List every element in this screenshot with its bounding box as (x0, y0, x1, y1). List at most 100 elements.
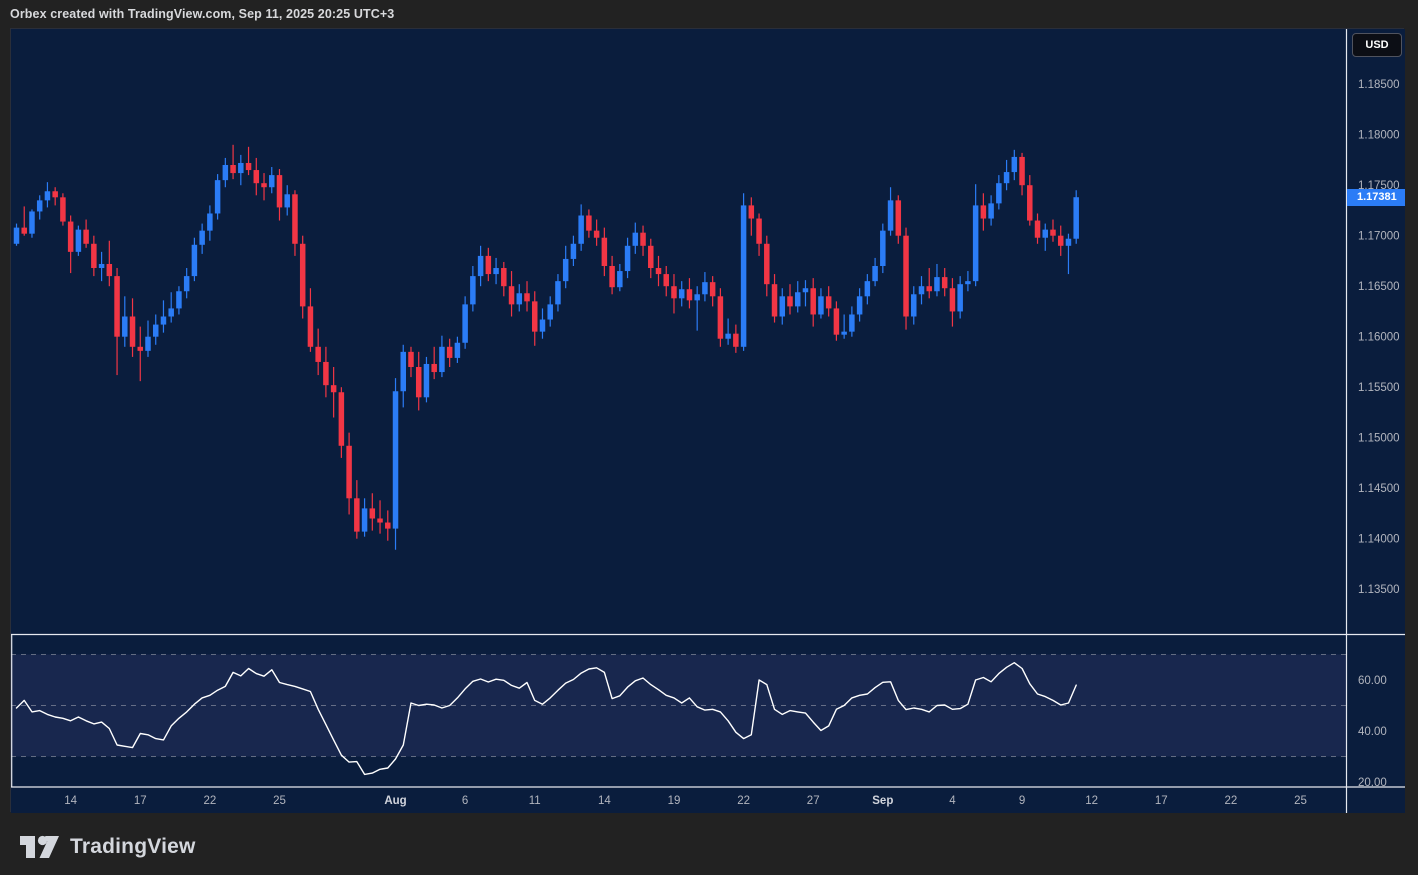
candle-body (183, 276, 190, 292)
candle-body (330, 385, 337, 393)
candle-body (1057, 235, 1064, 246)
candle-body (385, 522, 391, 529)
candle-body (477, 255, 484, 277)
candle-body (354, 498, 360, 532)
candle-body (825, 296, 832, 309)
candle-body (794, 292, 801, 307)
time-tick-label: 12 (1085, 795, 1098, 807)
brand-name[interactable]: TradingView (70, 835, 196, 858)
candle-body (222, 165, 229, 181)
price-tick-label: 1.16500 (1358, 281, 1400, 293)
candle-body (191, 244, 198, 277)
candle-body (230, 165, 236, 174)
candle-body (717, 296, 724, 339)
candle-body (276, 175, 283, 208)
candle-body (238, 162, 244, 174)
price-scale-labels: 1.185001.180001.175001.170001.165001.160… (1358, 79, 1400, 596)
footer: TradingView (18, 827, 196, 867)
candle-body (1073, 197, 1079, 239)
candle-body (524, 293, 530, 302)
candle-body (245, 162, 252, 171)
candle-body (957, 284, 963, 312)
candle-body (617, 271, 623, 288)
candle-body (1034, 220, 1041, 238)
candle-body (323, 361, 329, 386)
time-tick-label: 9 (1019, 795, 1025, 807)
candle-body (1050, 229, 1056, 236)
chart-svg[interactable]: 60.0040.0020.001.185001.180001.175001.17… (11, 29, 1405, 813)
candle-body (941, 277, 948, 289)
candle-body (214, 180, 221, 214)
candle-body (864, 281, 871, 297)
candle-body (83, 229, 89, 244)
candle-body (1042, 229, 1049, 238)
candle-body (207, 213, 213, 231)
candle-body (369, 508, 376, 519)
price-tick-label: 1.18500 (1358, 79, 1400, 91)
tradingview-logo-icon[interactable] (18, 830, 60, 864)
price-tick-label: 1.16000 (1358, 332, 1400, 344)
candle-body (949, 288, 956, 312)
candle-body (253, 170, 260, 184)
price-tick-label: 1.14000 (1358, 534, 1400, 546)
candle-body (663, 274, 669, 287)
candle-body (415, 367, 422, 398)
candle-body (199, 230, 205, 245)
candle-body (307, 306, 314, 347)
candle-body (1019, 156, 1025, 186)
candles-layer (13, 144, 1079, 550)
candle-body (965, 281, 971, 285)
candle-body (918, 286, 925, 295)
time-tick-label: 17 (134, 795, 147, 807)
candle-body (261, 183, 267, 188)
candle-body (787, 296, 793, 307)
price-tick-label: 1.17000 (1358, 231, 1400, 243)
candle-body (160, 316, 167, 325)
candle-body (934, 277, 940, 292)
candle-body (771, 284, 778, 317)
candle-body (129, 316, 136, 347)
candle-body (269, 175, 275, 188)
candle-body (454, 342, 461, 358)
candle-body (911, 294, 917, 317)
candle-body (655, 268, 662, 275)
candle-body (996, 183, 1002, 204)
time-tick-label: 25 (273, 795, 286, 807)
time-tick-label: 27 (807, 795, 820, 807)
candle-body (315, 346, 321, 362)
time-tick-label: 14 (598, 795, 611, 807)
candle-body (779, 296, 786, 317)
time-tick-label: 22 (203, 795, 216, 807)
candle-body (408, 351, 414, 367)
last-price-tag: 1.17381 (1347, 188, 1405, 206)
rsi-line (15, 662, 1077, 776)
candle-body (338, 392, 345, 446)
candle-body (75, 229, 82, 252)
candle-body (377, 518, 383, 523)
candle-body (1065, 238, 1072, 246)
chart-title: Orbex created with TradingView.com, Sep … (10, 7, 395, 21)
candle-body (887, 200, 894, 231)
candle-body (903, 235, 909, 317)
price-tick-label: 1.18000 (1358, 130, 1400, 142)
candle-body (292, 194, 298, 244)
candle-body (423, 363, 430, 398)
candle-body (640, 232, 646, 246)
candle-body (856, 296, 863, 315)
candle-body (648, 245, 654, 269)
currency-button[interactable]: USD (1352, 33, 1402, 57)
candle-body (431, 363, 437, 373)
candle-body (988, 203, 994, 219)
candle-body (145, 336, 151, 351)
rsi-tick-label: 20.00 (1358, 777, 1387, 789)
candle-body (13, 227, 20, 244)
candle-body (725, 333, 731, 339)
time-scale-labels[interactable]: 14 17 22 25 Aug 6 11 14 19 22 27 Sep 4 9 12 17 22 25 (64, 795, 1307, 807)
price-tick-label: 1.15000 (1358, 433, 1400, 445)
chart-background (11, 29, 1405, 813)
candle-body (632, 232, 639, 246)
candle-body (137, 346, 144, 351)
candle-body (547, 304, 553, 320)
candle-body (833, 308, 840, 335)
rsi-tick-label: 60.00 (1358, 675, 1387, 687)
